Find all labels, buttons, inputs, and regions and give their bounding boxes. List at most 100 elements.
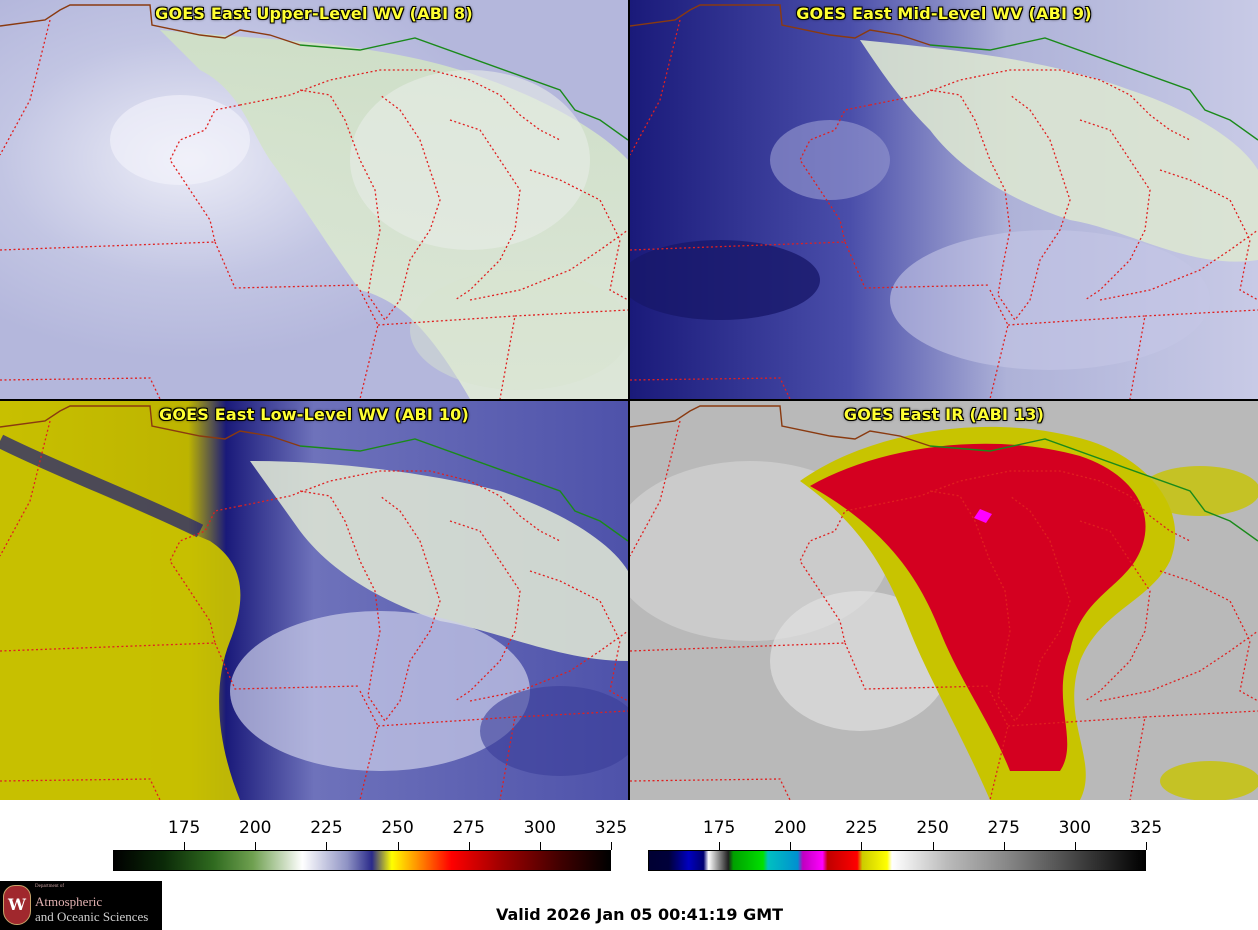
state-border-mn-west: [630, 420, 681, 557]
state-border-in-oh: [377, 716, 516, 800]
state-border-mn-south: [0, 104, 241, 251]
colorbar-tick-label: 300: [523, 818, 557, 838]
state-border-in-oh: [377, 315, 516, 399]
colorbar-tick-mark: [184, 842, 186, 850]
uw-seal-icon: W: [3, 885, 31, 925]
colorbar-tick-mark: [611, 842, 612, 850]
state-border-mo: [0, 377, 161, 399]
state-border-ia: [844, 241, 991, 289]
colorbar-tick-mark: [790, 842, 792, 850]
logo-line-1: Atmospheric: [35, 894, 103, 909]
panel-title: GOES East Upper-Level WV (ABI 8): [155, 4, 473, 23]
state-border-mn-west: [0, 19, 51, 156]
canada-coastline: [0, 4, 301, 46]
panel-low-level-wv: GOES East Low-Level WV (ABI 10): [0, 401, 628, 800]
colorbar-tick-mark: [1003, 842, 1005, 850]
lake-huron-shore: [1079, 520, 1151, 702]
lake-huron-shore: [1079, 119, 1151, 301]
colorbar-tick-mark: [861, 842, 863, 850]
panel-title: GOES East Low-Level WV (ABI 10): [158, 405, 469, 424]
lake-huron-shore: [449, 520, 521, 702]
colorbar-tick-mark: [719, 842, 721, 850]
state-border-il: [989, 289, 1009, 399]
colorbar-tick-label: 300: [1058, 818, 1092, 838]
state-border-oh-pa: [514, 710, 628, 718]
canada-coastline: [630, 4, 931, 46]
panel-title: GOES East Mid-Level WV (ABI 9): [796, 4, 1092, 23]
colorbar-tick-label: 225: [845, 818, 878, 838]
panel-divider-horizontal: [0, 399, 1258, 401]
panel-upper-level-wv: GOES East Upper-Level WV (ABI 8): [0, 0, 628, 399]
state-border-il: [359, 289, 379, 399]
colorbar-tick-label: 325: [594, 818, 628, 838]
state-border-oh-pa: [514, 309, 628, 317]
panel-mid-level-wv: GOES East Mid-Level WV (ABI 9): [630, 0, 1258, 399]
lake-superior-shore: [869, 69, 1191, 141]
lake-superior-shore: [869, 470, 1191, 542]
panel-title: GOES East IR (ABI 13): [843, 405, 1045, 424]
state-borders: [0, 4, 628, 399]
colorbar-gradient: [113, 850, 611, 871]
state-border-mn-south: [630, 505, 871, 652]
colorbar-gradient: [648, 850, 1146, 871]
colorbar-tick-mark: [1146, 842, 1147, 850]
state-border-mo: [630, 377, 791, 399]
state-border-mn-south: [630, 104, 871, 251]
us-canada-border: [299, 438, 628, 542]
state-border-ia: [844, 642, 991, 690]
state-border-mo: [0, 778, 161, 800]
colorbar-tick-mark: [255, 842, 257, 850]
colorbar-tick-mark: [326, 842, 328, 850]
state-borders: [0, 405, 628, 800]
colorbar-tick-label: 250: [381, 818, 414, 838]
state-border-il: [989, 690, 1009, 800]
state-border-ia: [214, 642, 361, 690]
logo-dept: Department of: [35, 884, 65, 889]
lake-erie-shore: [1099, 229, 1258, 301]
lake-erie-shore: [1099, 630, 1258, 702]
mid-level-wv-image: [630, 0, 1258, 399]
us-canada-border: [929, 37, 1258, 141]
colorbar-tick-label: 275: [987, 818, 1020, 838]
state-border-in-oh: [1007, 716, 1146, 800]
colorbar-labels: 175 200 225 250 275 300 325: [648, 818, 1162, 842]
state-border-mo: [630, 778, 791, 800]
colorbar-tick-label: 325: [1129, 818, 1163, 838]
canada-coastline: [630, 405, 931, 447]
upper-level-wv-image: [0, 0, 628, 399]
lake-huron-shore: [449, 119, 521, 301]
logo-line-2: and Oceanic Sciences: [35, 909, 149, 924]
state-border-oh-pa: [1144, 710, 1258, 718]
colorbar-ticks: [648, 842, 1147, 850]
colorbar-tick-mark: [468, 842, 470, 850]
state-border-in-oh: [1007, 315, 1146, 399]
state-border-ia: [214, 241, 361, 289]
us-canada-border: [299, 37, 628, 141]
seal-letter: W: [8, 895, 26, 914]
colorbar-tick-label: 250: [916, 818, 949, 838]
lake-erie-shore: [469, 630, 628, 702]
us-canada-border: [929, 438, 1258, 542]
colorbar-tick-label: 275: [452, 818, 485, 838]
lake-superior-shore: [239, 69, 561, 141]
state-borders: [630, 4, 1258, 399]
state-border-mn-south: [0, 505, 241, 652]
state-border-il: [359, 690, 379, 800]
valid-time: Valid 2026 Jan 05 00:41:19 GMT: [496, 905, 784, 924]
colorbar-tick-mark: [397, 842, 399, 850]
colorbar-ir: 175 200 225 250 275 300 325: [648, 812, 1162, 872]
colorbar-ticks: [113, 842, 612, 850]
aos-logo: W Department of Atmospheric and Oceanic …: [0, 881, 162, 930]
canada-coastline: [0, 405, 301, 447]
colorbar-tick-label: 200: [239, 818, 272, 838]
colorbar-tick-mark: [1074, 842, 1076, 850]
state-borders: [630, 405, 1258, 800]
colorbar-tick-mark: [932, 842, 934, 850]
low-level-wv-image: [0, 401, 628, 800]
colorbar-wv: 175 200 225 250 275 300 325: [113, 812, 627, 872]
state-border-mn-west: [0, 420, 51, 557]
ir-image: [630, 401, 1258, 800]
colorbar-tick-label: 175: [702, 818, 736, 838]
lake-superior-shore: [239, 470, 561, 542]
panel-ir: GOES East IR (ABI 13): [630, 401, 1258, 800]
